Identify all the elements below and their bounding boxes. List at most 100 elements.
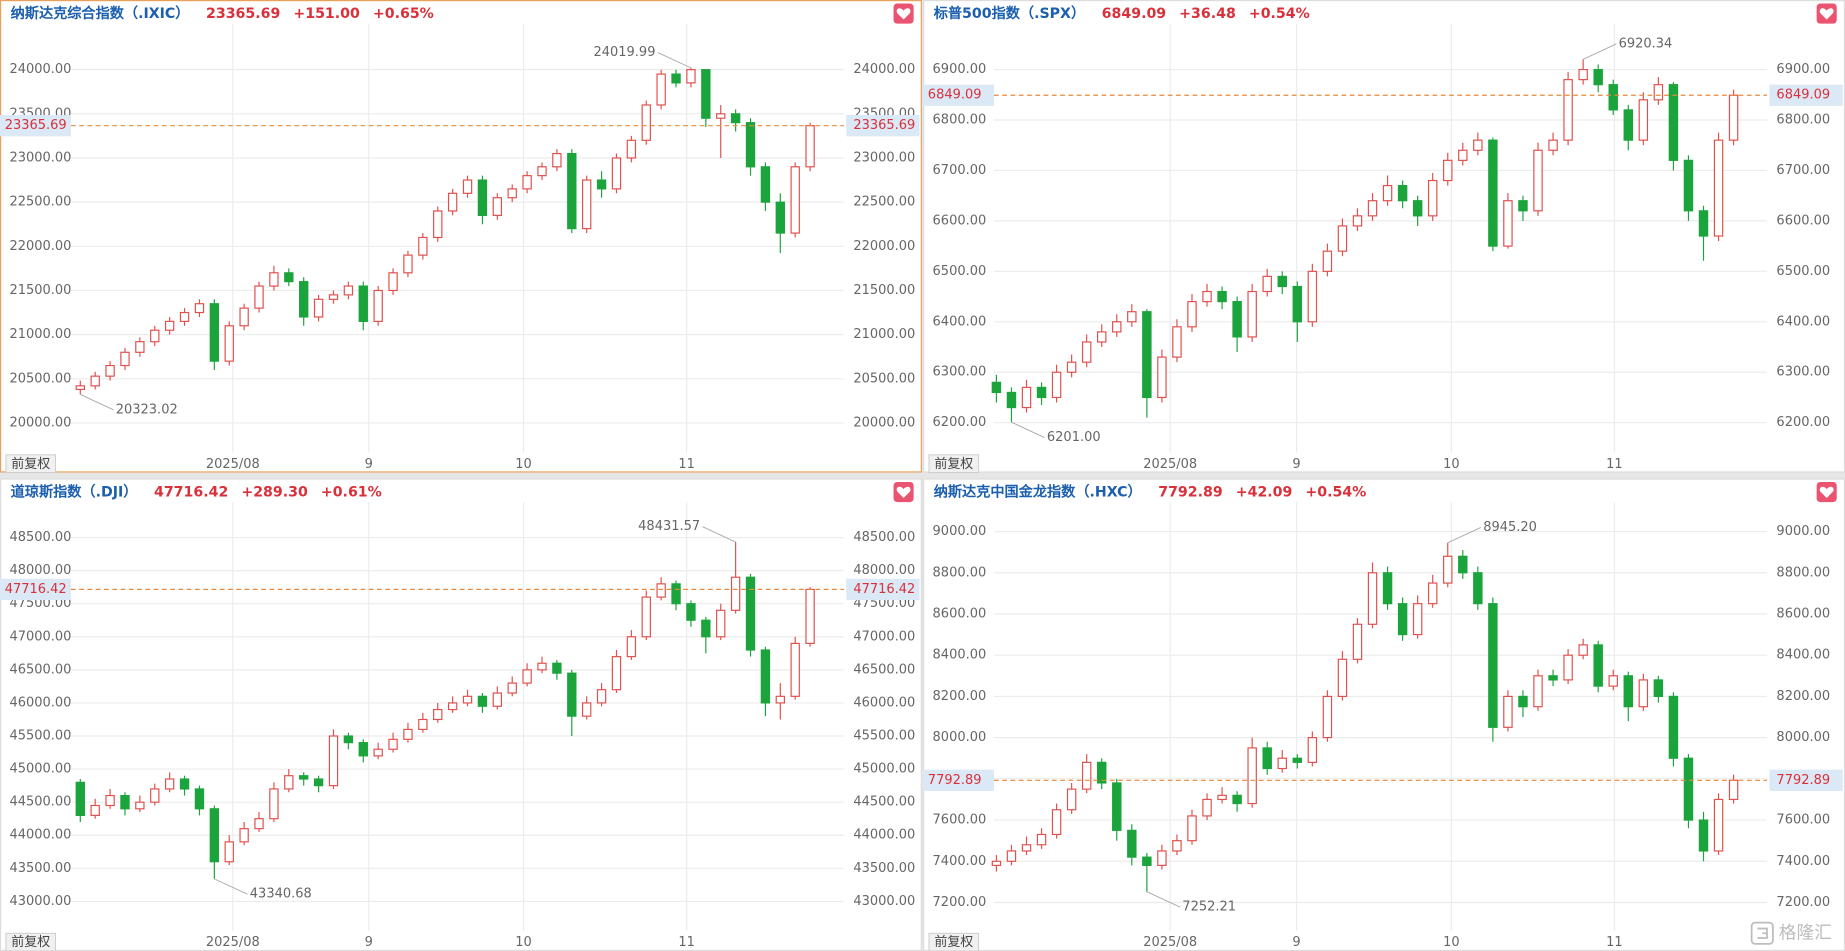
adjust-button[interactable]: 前复权 [5,932,57,951]
candle-body [179,311,190,322]
candle-body [1352,623,1363,660]
y-tick-label: 23000.00 [9,150,71,165]
candle-body [75,781,85,816]
candle-body [120,794,130,810]
candle-body [1608,675,1618,687]
candle-body [1533,675,1543,708]
adjust-button[interactable]: 前复权 [928,932,980,951]
header-change: +42.09 [1236,485,1293,501]
candle-body [1518,695,1528,708]
y-tick-label-right: 6800.00 [1776,112,1830,127]
y-tick-label: 8400.00 [933,648,987,663]
candle-body [1352,215,1363,227]
candle-body [1217,290,1227,303]
y-tick-label-right: 23000.00 [853,150,915,165]
candle-body [1036,833,1047,846]
y-tick-label-right: 43000.00 [853,894,915,909]
candle-body [1382,572,1393,605]
candle-body [611,157,622,190]
candle-body [1397,184,1408,202]
candle-body [194,303,205,314]
favorite-icon[interactable] [896,486,911,498]
adjust-button-bg[interactable] [5,454,57,474]
candle-body [328,294,339,300]
chart-title: 纳斯达克中国金龙指数（.HXC） [934,484,1142,501]
x-tick-label: 10 [515,457,532,472]
candle-body [567,152,577,230]
candle-body [507,188,517,199]
y-tick-label: 44000.00 [9,828,71,843]
adjust-button-label[interactable]: 前复权 [934,456,973,472]
adjust-button-label[interactable]: 前复权 [11,456,50,472]
x-tick-label: 11 [678,457,695,472]
chart-panel: 7200.00 7200.00 7400.00 7400.00 7600.00 7600.… [923,478,1845,951]
candle-body [522,175,532,190]
y-tick-label: 8800.00 [933,565,987,580]
candle-body [403,728,413,740]
y-tick-label: 44500.00 [9,795,71,810]
y-tick-label: 45000.00 [9,762,71,777]
y-tick-label-right: 48000.00 [853,563,915,578]
favorite-icon[interactable] [1819,8,1834,20]
candle-body [433,708,443,721]
adjust-button[interactable]: 前复权 [928,454,980,474]
candle-body [730,113,741,124]
adjust-button-bg[interactable] [928,932,980,951]
panel-background [923,0,1845,473]
candle-body [209,303,220,362]
candle-body [269,788,279,820]
candle-body [775,695,785,704]
candle-body [522,669,532,684]
candle-body [1728,94,1739,141]
y-tick-label-right: 6200.00 [1776,415,1830,430]
candle-body [1172,840,1182,852]
y-tick-label: 43000.00 [9,894,71,909]
favorite-button[interactable] [893,481,914,503]
candle-body [790,642,800,697]
y-tick-label: 20000.00 [9,415,71,430]
candle-body [284,775,294,790]
adjust-button-bg[interactable] [5,932,57,951]
x-tick-label: 10 [515,935,532,950]
candle-body [1427,179,1438,217]
adjust-button-label[interactable]: 前复权 [934,934,973,950]
header-price: 47716.42 [154,485,228,501]
candle-body [388,738,398,750]
candle-body [90,804,100,816]
max-annotation: 24019.99 [594,45,656,60]
candle-body [447,192,458,212]
favorite-icon[interactable] [896,8,911,20]
adjust-button-label[interactable]: 前复权 [11,934,50,950]
y-tick-label: 47000.00 [9,629,71,644]
candle-body [1683,757,1694,821]
candle-body [1142,856,1152,866]
y-tick-label: 20500.00 [9,371,71,386]
candle-body [1307,737,1318,763]
candle-body [596,689,607,704]
candle-body [1367,572,1378,625]
favorite-button[interactable] [1816,3,1837,24]
candle-body [1277,757,1287,770]
candle-body [1187,815,1197,842]
favorite-button[interactable] [1816,481,1837,503]
candle-body [358,742,368,757]
max-annotation: 48431.57 [638,519,700,534]
candle-body [358,285,368,322]
price-label-left: 23365.69 [5,118,67,133]
candle-body [581,702,592,717]
candle-body [552,152,562,168]
chart-panel: 43000.00 43000.00 43500.00 43500.00 44000.00… [0,478,922,951]
candle-body [1548,675,1558,681]
adjust-button-bg[interactable] [928,454,980,474]
candle-body [433,210,443,239]
candle-body [194,788,205,810]
candle-body [477,695,488,707]
candle-body [1232,301,1242,338]
favorite-button[interactable] [893,3,914,24]
candle-body [1157,356,1167,399]
y-tick-label-right: 6900.00 [1776,62,1830,77]
favorite-icon[interactable] [1819,486,1834,498]
price-box-right [846,578,920,601]
adjust-button[interactable]: 前复权 [5,454,57,474]
